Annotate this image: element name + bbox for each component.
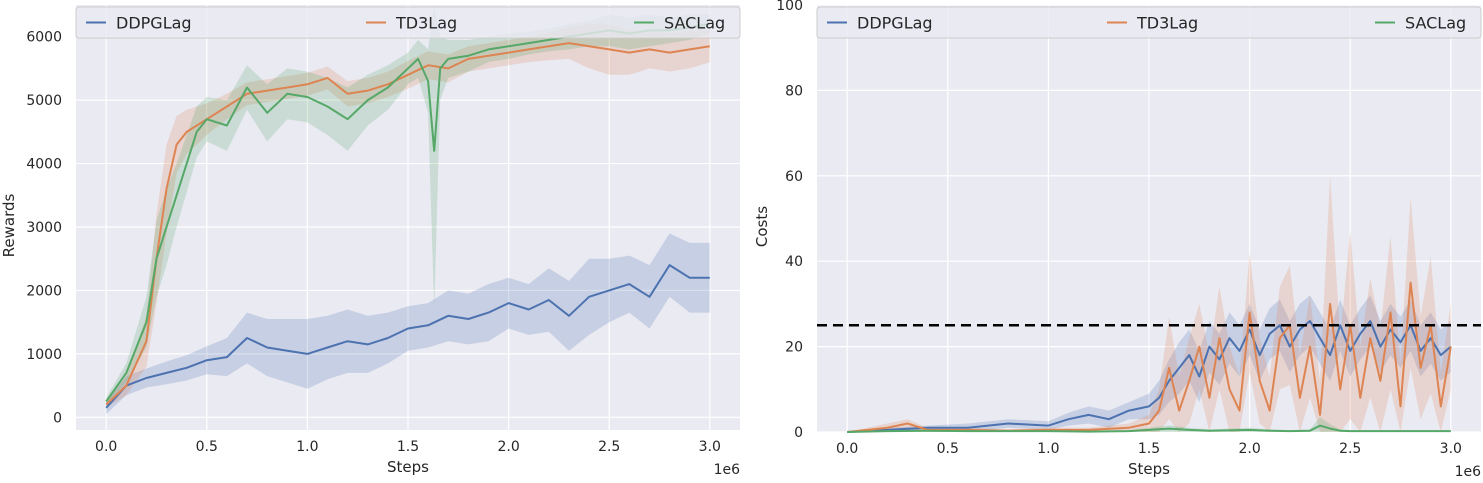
- x-tick-label: 3.0: [699, 439, 721, 455]
- x-tick-label: 2.5: [1339, 441, 1361, 457]
- legend-label-ddpglag: DDPGLag: [116, 14, 192, 33]
- y-tick-label: 4000: [26, 157, 62, 173]
- y-tick-label: 3000: [26, 220, 62, 236]
- x-axis-label: Steps: [387, 458, 429, 476]
- legend-frame: [75, 6, 741, 39]
- x-tick-label: 1.0: [1037, 441, 1059, 457]
- y-tick-label: 5000: [26, 93, 62, 109]
- y-tick-label: 60: [785, 169, 803, 185]
- y-tick-label: 40: [785, 254, 803, 270]
- y-tick-label: 20: [785, 340, 803, 356]
- y-tick-label: 2000: [26, 283, 62, 299]
- legend-label-saclag: SACLag: [1405, 14, 1466, 33]
- costs-panel: 0.0 0.5 1.0 1.5 2.0 2.5 3.0 0 20 40 60 80 100 Steps Co…: [753, 0, 1482, 480]
- y-tick-label: 80: [785, 83, 803, 99]
- series-line-td3lag: [105, 42, 710, 406]
- x-tick-label: 3.0: [1440, 441, 1462, 457]
- x-axis-offset-label: 1e6: [714, 462, 741, 478]
- x-tick-label: 0.5: [937, 441, 959, 457]
- x-tick-label: 2.0: [1238, 441, 1260, 457]
- confidence-band-td3lag: [106, 24, 710, 408]
- x-tick-label: 1.0: [296, 439, 318, 455]
- legend-label-td3lag: TD3Lag: [395, 14, 457, 33]
- y-tick-label: 6000: [26, 30, 62, 46]
- confidence-band-saclag: [106, 5, 710, 406]
- confidence-band-ddpglag: [106, 233, 710, 415]
- legend-label-td3lag: TD3Lag: [1136, 14, 1198, 33]
- series-line-ddpglag: [847, 320, 1452, 433]
- legend-frame: [816, 6, 1482, 39]
- series-line-ddpglag: [105, 264, 710, 409]
- legend-label-ddpglag: DDPGLag: [857, 14, 933, 33]
- x-tick-label: 0.5: [196, 439, 218, 455]
- x-tick-label: 0.0: [95, 439, 117, 455]
- x-axis-offset-label: 1e6: [1455, 464, 1482, 480]
- x-tick-label: 2.5: [598, 439, 620, 455]
- rewards-panel: 0.0 0.5 1.0 1.5 2.0 2.5 3.0 0 1000 2000 3000 4000 50…: [0, 5, 741, 478]
- confidence-band-td3lag: [847, 175, 1451, 433]
- x-tick-label: 1.5: [397, 439, 419, 455]
- x-axis-label: Steps: [1128, 460, 1170, 478]
- y-axis-label: Costs: [753, 206, 771, 247]
- y-tick-label: 0: [794, 425, 803, 441]
- legend-label-saclag: SACLag: [664, 14, 725, 33]
- y-tick-label: 0: [53, 410, 62, 426]
- x-tick-label: 0.0: [836, 441, 858, 457]
- legend: DDPGLag TD3Lag SACLag: [816, 6, 1482, 39]
- x-tick-label: 2.0: [497, 439, 519, 455]
- series-line-saclag: [847, 424, 1451, 433]
- y-tick-label: 100: [776, 0, 803, 14]
- x-tick-label: 1.5: [1138, 441, 1160, 457]
- y-tick-label: 1000: [26, 347, 62, 363]
- legend: DDPGLag TD3Lag SACLag: [75, 6, 741, 39]
- y-axis-label: Rewards: [0, 193, 18, 257]
